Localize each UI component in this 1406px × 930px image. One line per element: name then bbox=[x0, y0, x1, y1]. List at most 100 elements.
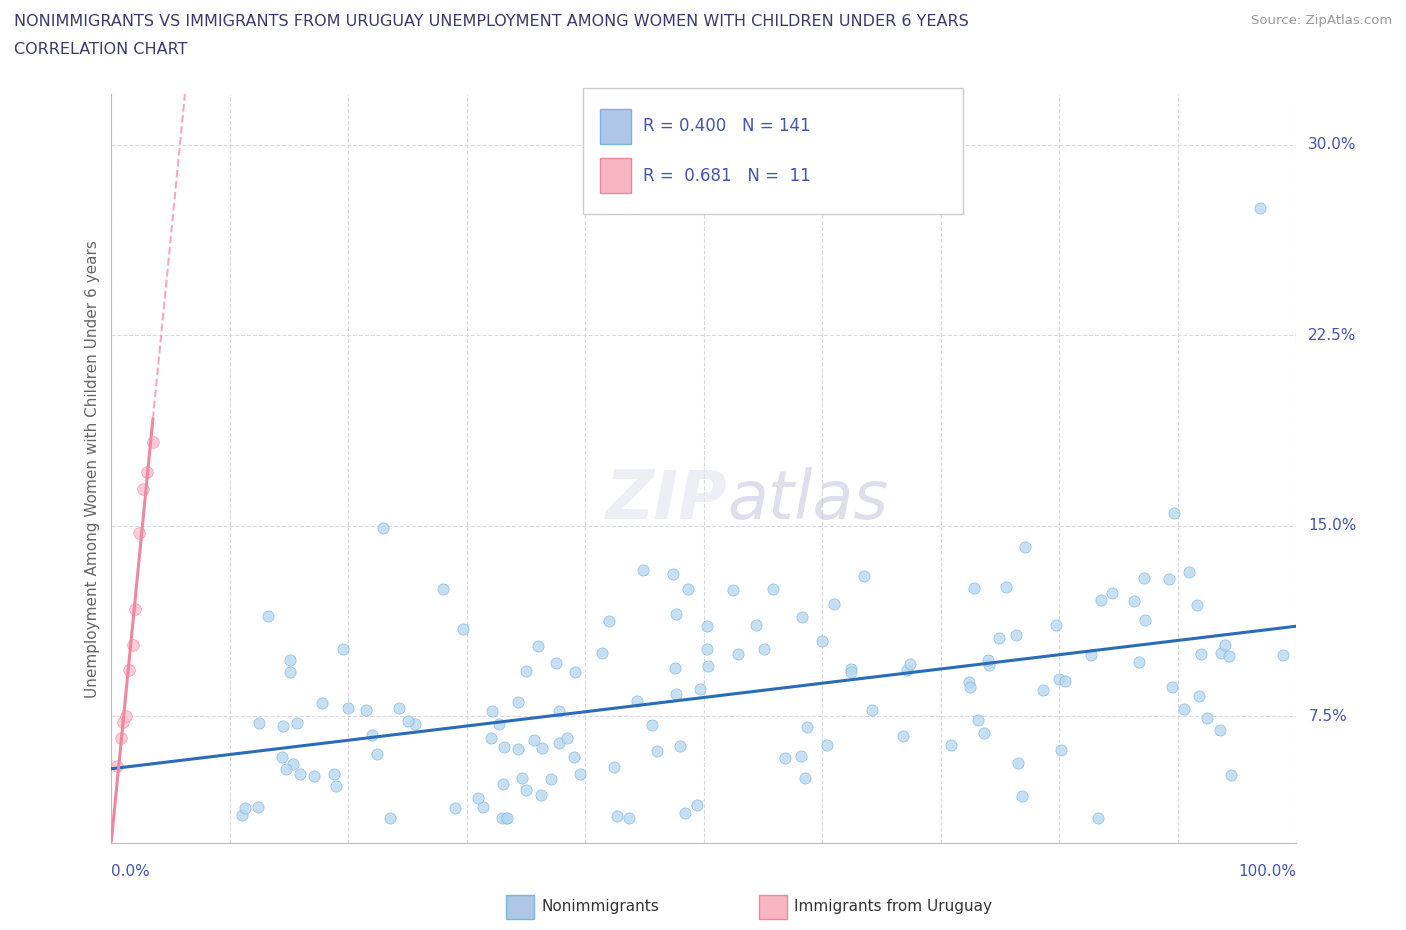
Point bbox=[546, 656, 568, 671]
Point bbox=[1178, 565, 1201, 579]
Point bbox=[675, 805, 697, 820]
Point bbox=[233, 800, 256, 815]
Point bbox=[142, 434, 165, 449]
Point bbox=[548, 704, 571, 719]
Point bbox=[645, 744, 668, 759]
Point bbox=[515, 664, 537, 679]
Point bbox=[626, 694, 648, 709]
Point bbox=[988, 631, 1011, 645]
Point bbox=[592, 645, 614, 660]
Point bbox=[555, 731, 578, 746]
Text: 100.0%: 100.0% bbox=[1239, 864, 1296, 879]
Point bbox=[366, 746, 388, 761]
Point bbox=[325, 778, 347, 793]
Text: Nonimmigrants: Nonimmigrants bbox=[541, 899, 659, 914]
Point bbox=[896, 663, 918, 678]
Point bbox=[488, 717, 510, 732]
Point bbox=[271, 719, 294, 734]
Point bbox=[893, 728, 915, 743]
Point bbox=[1053, 673, 1076, 688]
Point bbox=[540, 771, 562, 786]
Point bbox=[744, 618, 766, 632]
Point bbox=[136, 465, 159, 480]
Point bbox=[1159, 572, 1181, 587]
Point bbox=[668, 738, 690, 753]
Point bbox=[121, 638, 143, 653]
Point bbox=[274, 762, 297, 777]
Point bbox=[388, 700, 411, 715]
Point bbox=[404, 717, 426, 732]
Point bbox=[606, 808, 628, 823]
Point bbox=[811, 633, 834, 648]
Text: Source: ZipAtlas.com: Source: ZipAtlas.com bbox=[1251, 14, 1392, 27]
Point bbox=[481, 704, 503, 719]
Point bbox=[132, 482, 155, 497]
Point bbox=[1090, 593, 1112, 608]
Point bbox=[794, 770, 817, 785]
Point bbox=[523, 733, 546, 748]
Point bbox=[1209, 646, 1232, 661]
Point bbox=[689, 682, 711, 697]
Point bbox=[105, 759, 128, 774]
Point bbox=[311, 696, 333, 711]
Point bbox=[356, 702, 378, 717]
Point bbox=[963, 580, 986, 595]
Point bbox=[1188, 688, 1211, 703]
Point bbox=[337, 700, 360, 715]
Point bbox=[1213, 638, 1236, 653]
Point bbox=[118, 663, 141, 678]
Y-axis label: Unemployment Among Women with Children Under 6 years: Unemployment Among Women with Children U… bbox=[86, 240, 100, 698]
Point bbox=[941, 737, 963, 752]
Point bbox=[1047, 671, 1070, 686]
Point bbox=[562, 750, 585, 764]
Point bbox=[472, 799, 495, 814]
Point bbox=[967, 712, 990, 727]
Point bbox=[631, 563, 654, 578]
Point bbox=[564, 665, 586, 680]
Point bbox=[247, 716, 270, 731]
Point bbox=[665, 606, 688, 621]
Text: Immigrants from Uruguay: Immigrants from Uruguay bbox=[794, 899, 993, 914]
Point bbox=[371, 520, 394, 535]
Point bbox=[1185, 598, 1208, 613]
Point bbox=[548, 736, 571, 751]
Point bbox=[257, 609, 280, 624]
Point bbox=[114, 709, 136, 724]
Text: 30.0%: 30.0% bbox=[1309, 138, 1357, 153]
Point bbox=[1218, 648, 1240, 663]
Point bbox=[959, 680, 981, 695]
Point bbox=[302, 769, 325, 784]
Point bbox=[752, 642, 775, 657]
Point bbox=[492, 739, 515, 754]
Point bbox=[124, 602, 146, 617]
Text: R = 0.400   N = 141: R = 0.400 N = 141 bbox=[643, 117, 810, 136]
Text: NONIMMIGRANTS VS IMMIGRANTS FROM URUGUAY UNEMPLOYMENT AMONG WOMEN WITH CHILDREN : NONIMMIGRANTS VS IMMIGRANTS FROM URUGUAY… bbox=[14, 14, 969, 29]
Point bbox=[128, 525, 150, 540]
Point bbox=[515, 782, 537, 797]
Point bbox=[957, 674, 980, 689]
Point bbox=[396, 714, 419, 729]
Point bbox=[1101, 585, 1123, 600]
Point bbox=[1195, 711, 1218, 726]
Point bbox=[1050, 742, 1073, 757]
Point bbox=[1163, 505, 1185, 520]
Point bbox=[492, 777, 515, 791]
Point bbox=[1249, 201, 1271, 216]
Point bbox=[1045, 618, 1067, 632]
Point bbox=[977, 658, 1000, 672]
Point bbox=[762, 581, 785, 596]
Text: 0.0%: 0.0% bbox=[111, 864, 150, 879]
Text: CORRELATION CHART: CORRELATION CHART bbox=[14, 42, 187, 57]
Point bbox=[467, 790, 489, 805]
Point bbox=[361, 728, 384, 743]
Point bbox=[491, 811, 513, 826]
Point bbox=[598, 614, 620, 629]
Point bbox=[508, 695, 530, 710]
Point bbox=[1014, 539, 1036, 554]
Point bbox=[479, 730, 502, 745]
Point bbox=[995, 579, 1018, 594]
Point bbox=[1080, 648, 1102, 663]
Text: 15.0%: 15.0% bbox=[1309, 518, 1357, 534]
Point bbox=[1123, 593, 1146, 608]
Point bbox=[1005, 628, 1028, 643]
